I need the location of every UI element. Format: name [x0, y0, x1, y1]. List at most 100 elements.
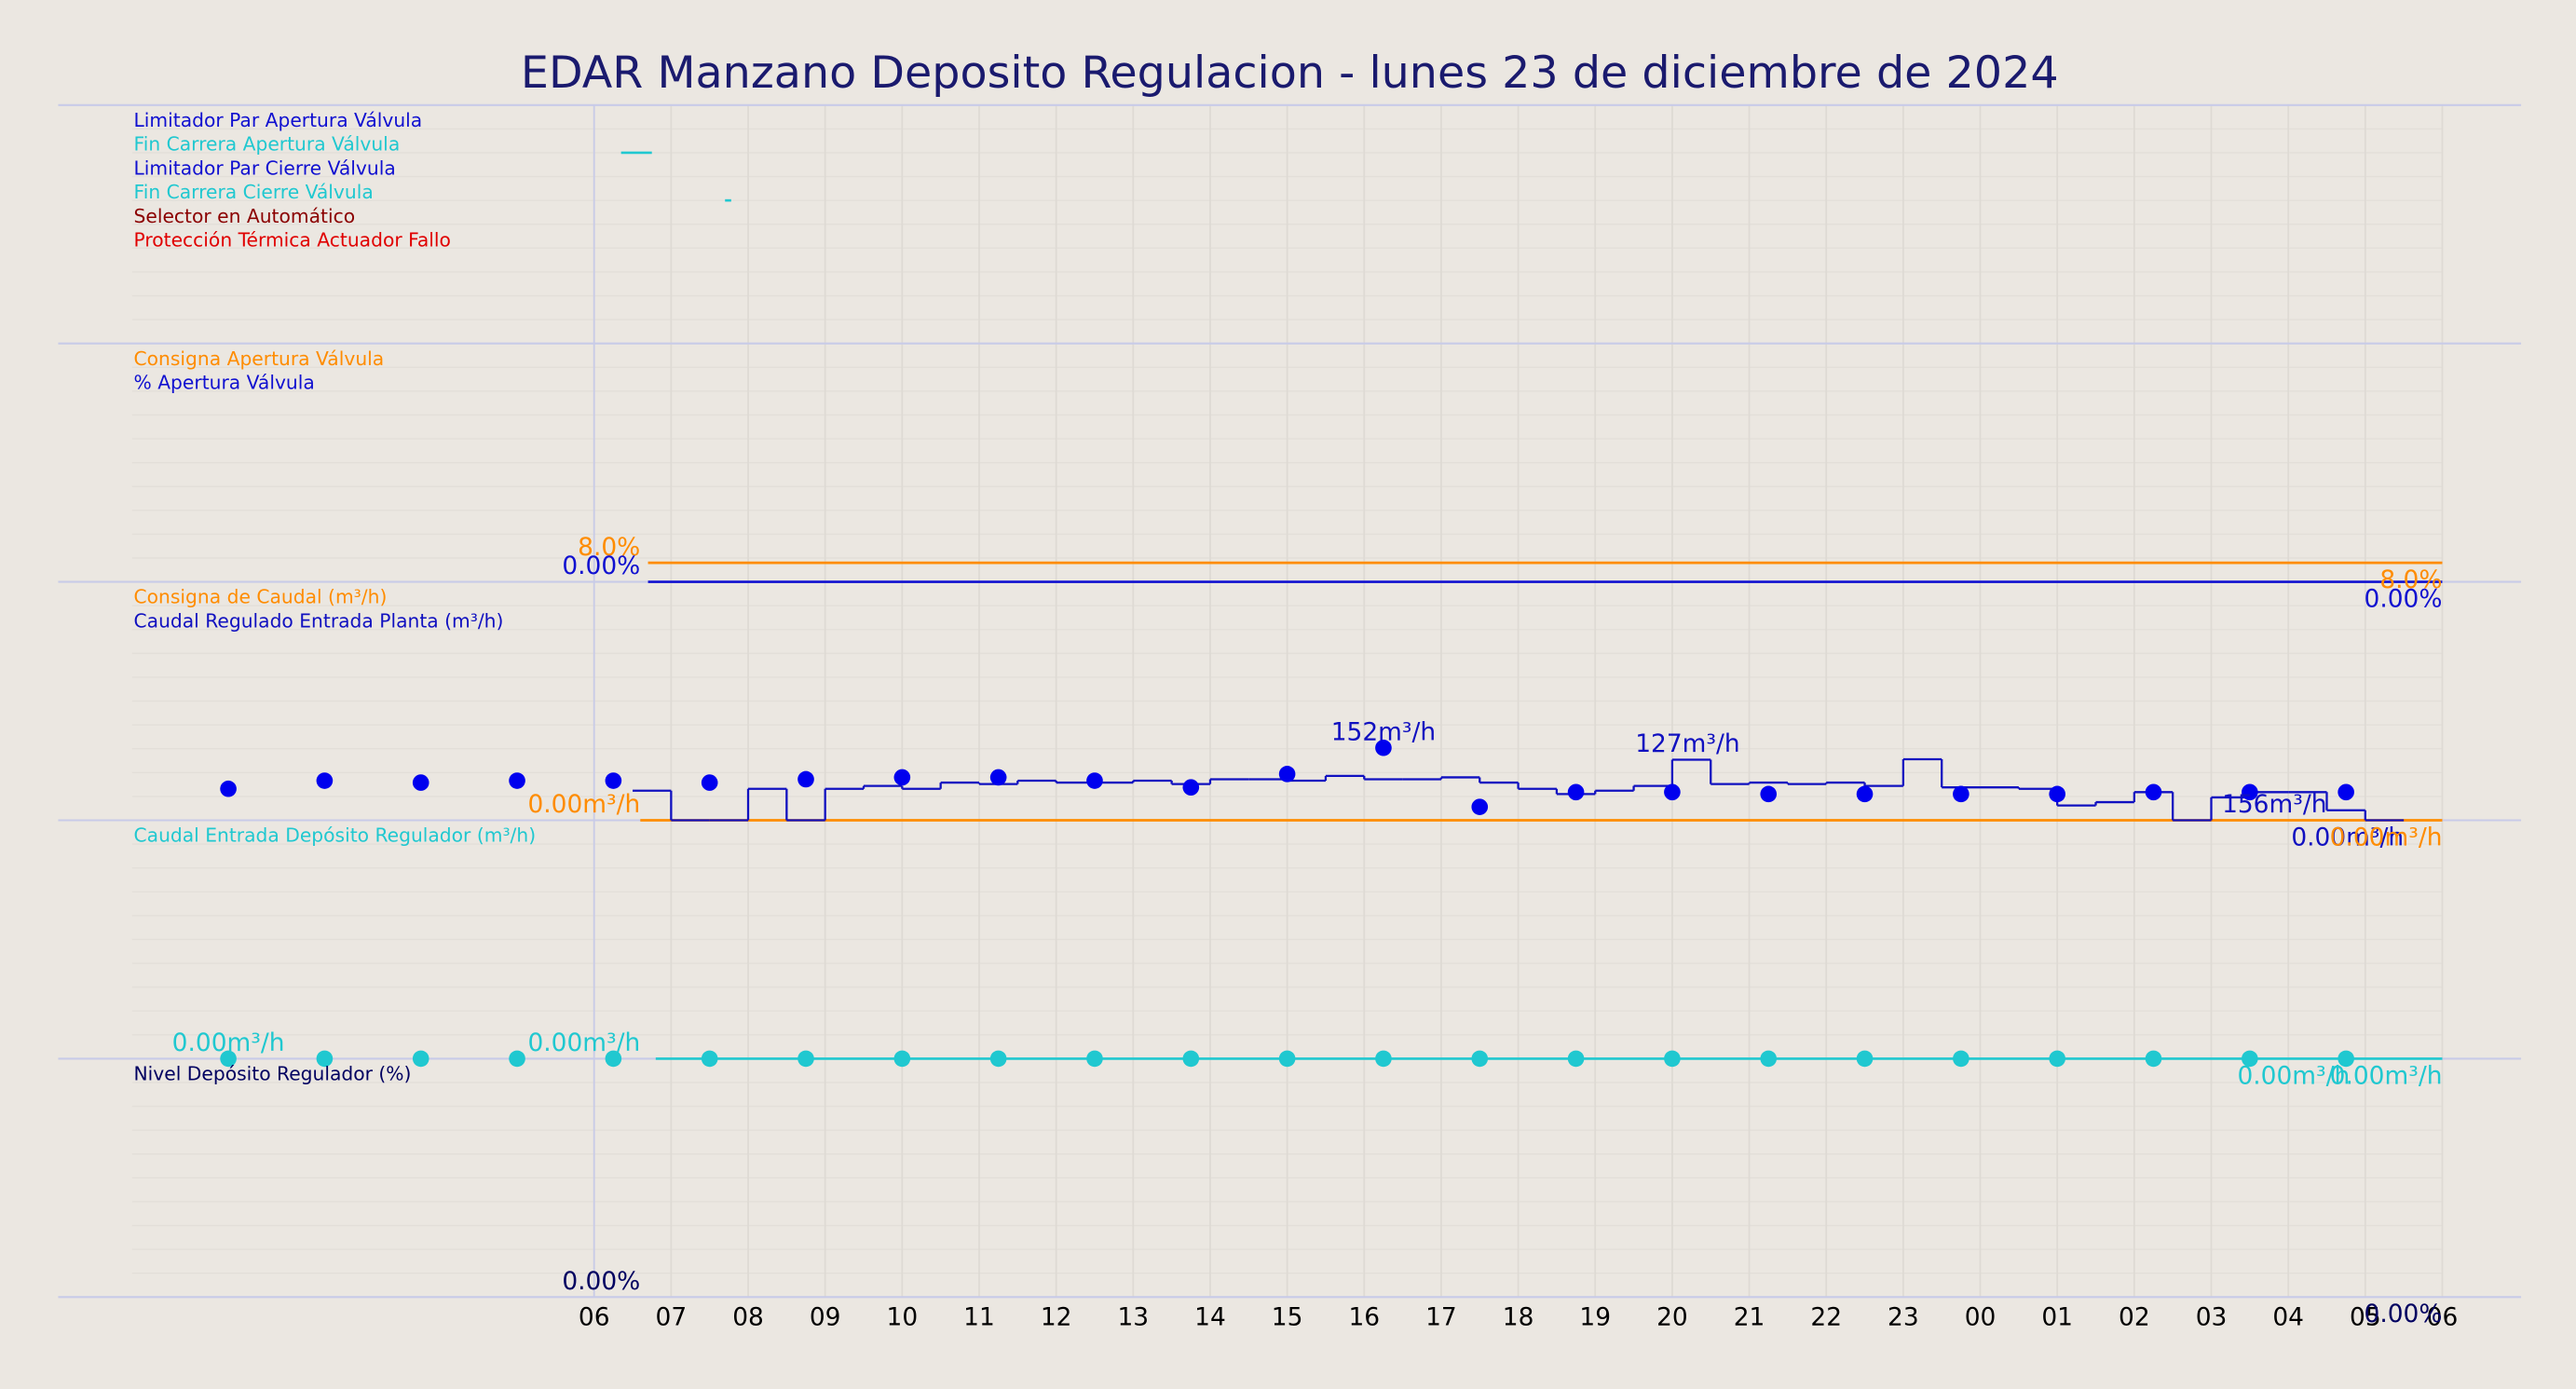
- data-point: [989, 769, 1007, 786]
- x-tick-label: 05: [2350, 1303, 2381, 1332]
- data-point: [1182, 1050, 1200, 1068]
- annotation: 0.00%: [2365, 1300, 2443, 1328]
- data-point: [412, 774, 429, 791]
- data-point: [316, 772, 334, 789]
- data-point: [1567, 1050, 1585, 1068]
- legend-label: Limitador Par Apertura Válvula: [134, 109, 423, 131]
- data-point: [893, 1050, 911, 1068]
- annotation: 0.00m³/h: [2330, 823, 2443, 851]
- x-tick-label: 04: [2272, 1303, 2304, 1332]
- x-tick-label: 08: [732, 1303, 764, 1332]
- annotation: 152m³/h: [1331, 717, 1436, 746]
- data-point: [1086, 772, 1103, 789]
- data-point: [989, 1050, 1007, 1068]
- data-point: [509, 772, 525, 789]
- x-tick-label: 14: [1194, 1303, 1226, 1332]
- legend-label: Caudal Entrada Depósito Regulador (m³/h): [134, 824, 537, 847]
- annotation: 0.00m³/h: [2330, 1061, 2443, 1090]
- x-tick-label: 18: [1503, 1303, 1534, 1332]
- annotation: 127m³/h: [1635, 729, 1739, 758]
- data-point: [412, 1050, 429, 1068]
- data-point: [1471, 798, 1489, 815]
- data-point: [2145, 1050, 2162, 1068]
- data-point: [316, 1050, 334, 1068]
- x-tick-label: 00: [1965, 1303, 1997, 1332]
- data-point: [893, 769, 911, 786]
- data-point: [1856, 1050, 1874, 1068]
- x-tick-label: 06: [2427, 1303, 2459, 1332]
- legend-label: % Apertura Válvula: [134, 372, 315, 394]
- legend-label: Caudal Regulado Entrada Planta (m³/h): [134, 609, 504, 632]
- data-point: [1760, 1050, 1778, 1068]
- data-point: [1953, 1050, 1969, 1068]
- data-point: [797, 1050, 814, 1068]
- data-point: [1182, 779, 1200, 796]
- legend-label: Consigna Apertura Válvula: [134, 347, 385, 370]
- data-point: [605, 772, 622, 789]
- x-tick-label: 22: [1810, 1303, 1842, 1332]
- annotation: 8.0%: [578, 533, 640, 562]
- data-point: [1664, 783, 1681, 801]
- legend-label: Limitador Par Cierre Válvula: [134, 157, 396, 179]
- annotation: 156m³/h: [2222, 790, 2326, 819]
- x-tick-label: 11: [963, 1303, 995, 1332]
- x-tick-label: 21: [1734, 1303, 1765, 1332]
- x-tick-label: 17: [1425, 1303, 1457, 1332]
- annotation: 0.00m³/h: [2291, 823, 2404, 851]
- data-point: [2337, 1050, 2354, 1068]
- data-point: [1375, 1050, 1392, 1068]
- x-tick-label: 12: [1041, 1303, 1072, 1332]
- legend-label: Consigna de Caudal (m³/h): [134, 586, 388, 608]
- data-point: [1664, 1050, 1681, 1068]
- x-tick-label: 06: [579, 1303, 610, 1332]
- x-tick-label: 03: [2196, 1303, 2228, 1332]
- legend-label: Fin Carrera Cierre Válvula: [134, 181, 374, 203]
- x-tick-label: 10: [887, 1303, 919, 1332]
- legend-label: Selector en Automático: [134, 205, 356, 227]
- data-point: [701, 774, 718, 791]
- x-tick-label: 16: [1348, 1303, 1380, 1332]
- annotation: 0.00m³/h: [2237, 1061, 2350, 1090]
- data-point: [2049, 785, 2066, 803]
- x-tick-label: 13: [1117, 1303, 1149, 1332]
- data-point: [605, 1050, 622, 1068]
- annotation: 0.00m³/h: [527, 1028, 640, 1057]
- data-point: [1278, 1050, 1296, 1068]
- x-tick-label: 07: [656, 1303, 688, 1332]
- data-point: [1567, 783, 1585, 801]
- data-point: [701, 1050, 718, 1068]
- data-point: [220, 1050, 237, 1068]
- data-point: [2145, 783, 2162, 801]
- data-point: [509, 1050, 525, 1068]
- data-point: [1471, 1050, 1489, 1068]
- data-point: [797, 770, 814, 788]
- chart-title: EDAR Manzano Deposito Regulacion - lunes…: [521, 48, 2059, 99]
- data-point: [220, 780, 237, 797]
- data-point: [1278, 766, 1296, 783]
- x-tick-label: 23: [1888, 1303, 1919, 1332]
- data-point: [2049, 1050, 2066, 1068]
- annotation: 0.00%: [562, 1267, 640, 1296]
- data-point: [1086, 1050, 1103, 1068]
- x-tick-label: 20: [1656, 1303, 1688, 1332]
- annotation: 0.00m³/h: [527, 790, 640, 819]
- x-tick-label: 09: [810, 1303, 841, 1332]
- legend-label: Fin Carrera Apertura Válvula: [134, 133, 401, 156]
- data-point: [1953, 785, 1969, 803]
- x-tick-label: 01: [2041, 1303, 2073, 1332]
- data-point: [2242, 783, 2258, 801]
- data-point: [1856, 785, 1874, 803]
- data-point: [2337, 783, 2354, 801]
- annotation: 0.00m³/h: [172, 1028, 285, 1057]
- annotation: 8.0%: [2379, 565, 2442, 594]
- x-tick-label: 15: [1272, 1303, 1303, 1332]
- annotation: 0.00%: [562, 552, 640, 580]
- data-point: [1760, 785, 1778, 803]
- x-tick-label: 19: [1579, 1303, 1611, 1332]
- annotation: 0.00%: [2365, 584, 2443, 613]
- legend-label: Protección Térmica Actuador Fallo: [134, 229, 451, 252]
- data-point: [1375, 739, 1392, 756]
- data-point: [2242, 1050, 2258, 1068]
- x-tick-label: 02: [2119, 1303, 2150, 1332]
